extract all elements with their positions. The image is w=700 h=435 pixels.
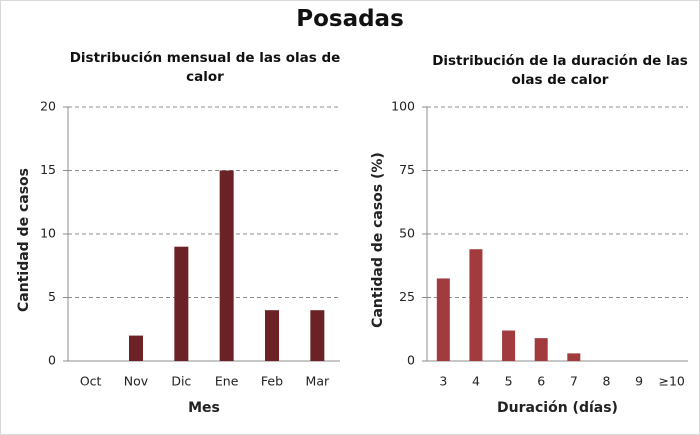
- x-tick-label: 3: [439, 374, 447, 389]
- y-tick-label: 20: [40, 99, 56, 114]
- bar: [436, 278, 450, 361]
- y-axis-label: Cantidad de casos (%): [370, 152, 386, 328]
- x-tick-label: 5: [505, 374, 513, 389]
- bar: [310, 310, 325, 361]
- x-tick-label: Mar: [306, 374, 330, 389]
- x-tick-label: Dic: [171, 374, 191, 389]
- chart-title: Distribución de la duración de las olas …: [432, 53, 688, 88]
- bar: [174, 246, 189, 361]
- y-tick-label: 0: [407, 353, 415, 368]
- bar: [129, 335, 143, 361]
- x-tick-label: 6: [537, 374, 545, 389]
- y-tick-label: 75: [399, 162, 415, 177]
- y-tick-label: 50: [399, 226, 415, 241]
- y-axis-label: Cantidad de casos: [16, 168, 32, 312]
- x-tick-label: 4: [472, 374, 480, 389]
- x-tick-label: Ene: [215, 374, 239, 389]
- chart-title: Distribución mensual de las olas de calo…: [69, 50, 341, 85]
- page-title: Posadas: [296, 6, 404, 32]
- bar: [469, 249, 483, 361]
- x-axis-label: Duración (días): [497, 400, 618, 416]
- x-tick-label: 7: [570, 374, 578, 389]
- x-tick-label: Oct: [80, 374, 102, 389]
- x-tick-label: 9: [635, 374, 643, 389]
- x-tick-label: Nov: [124, 374, 149, 389]
- bar: [502, 330, 516, 361]
- y-tick-label: 100: [391, 99, 415, 114]
- y-tick-label: 10: [40, 226, 56, 241]
- y-tick-label: 15: [40, 162, 56, 177]
- x-axis-label: Mes: [188, 400, 220, 416]
- y-tick-label: 5: [48, 289, 56, 304]
- bar: [567, 353, 581, 361]
- x-tick-label: ≥10: [658, 374, 684, 389]
- y-tick-label: 25: [399, 289, 415, 304]
- bar: [219, 170, 234, 361]
- bar: [265, 310, 279, 361]
- x-tick-label: 8: [602, 374, 610, 389]
- y-tick-label: 0: [48, 353, 56, 368]
- bar: [534, 338, 548, 361]
- x-tick-label: Feb: [261, 374, 283, 389]
